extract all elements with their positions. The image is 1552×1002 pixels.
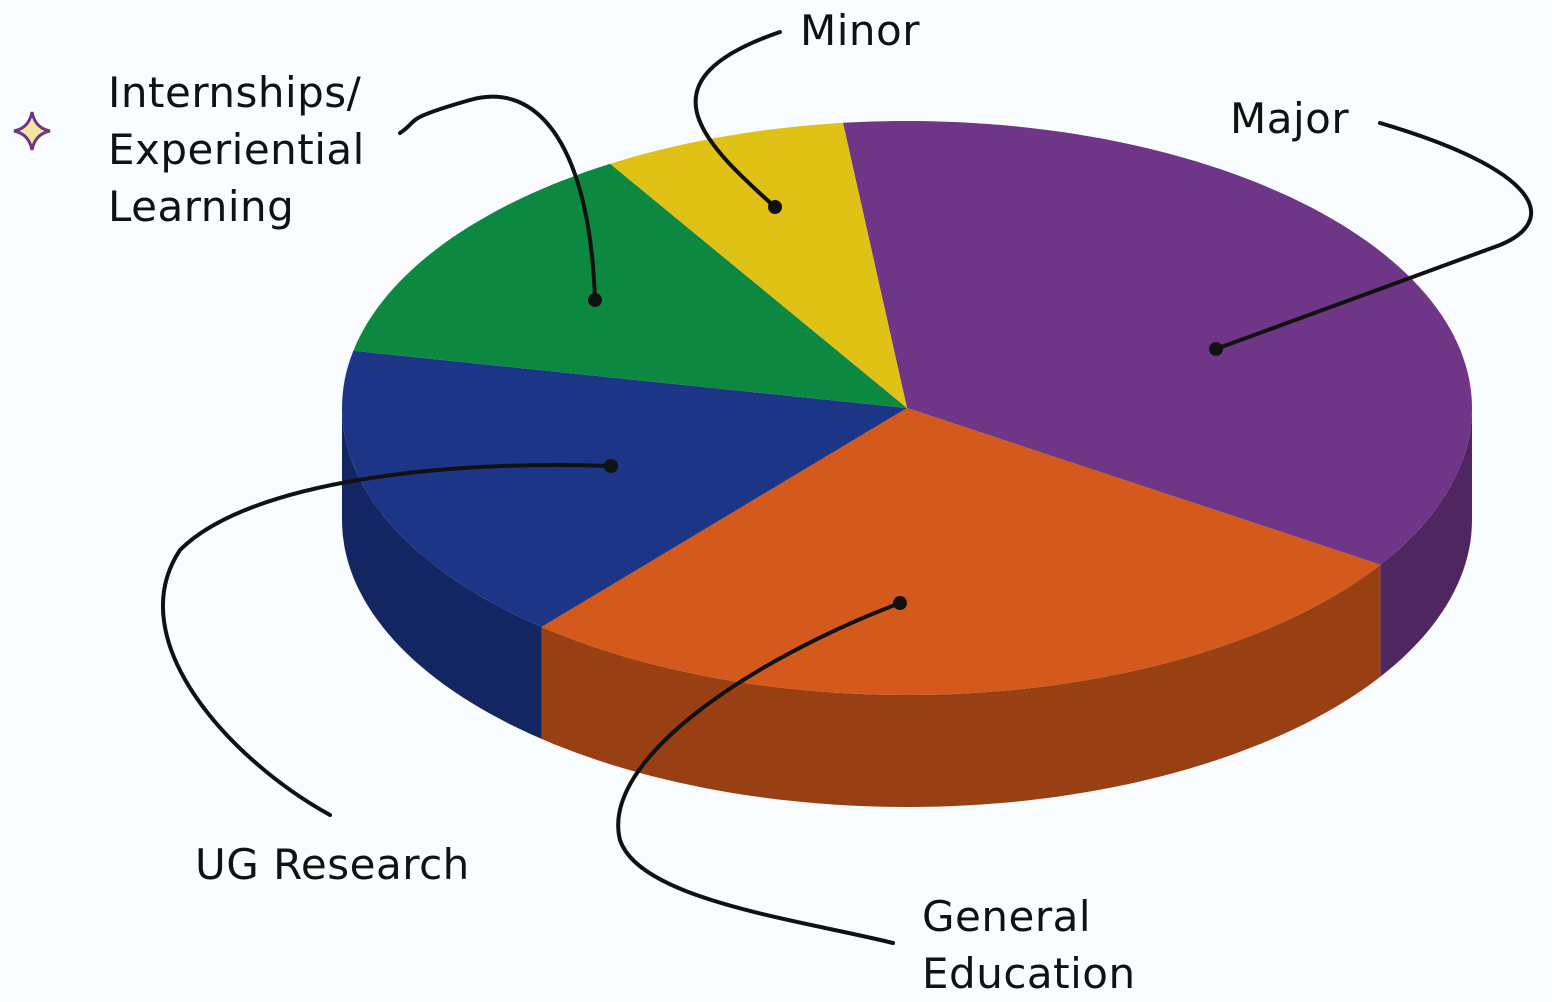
slice-label: UG Research	[195, 840, 470, 889]
slice	[610, 122, 907, 409]
star-icon	[13, 111, 51, 151]
leader-dot	[1209, 342, 1223, 356]
leader-dots	[588, 200, 1223, 610]
leader-lines	[160, 30, 1533, 945]
leader-line	[160, 463, 613, 817]
leader-dot	[604, 459, 618, 473]
slice-label: Internships/ Experiential Learning	[108, 68, 365, 231]
slice-side	[1380, 408, 1472, 677]
slice	[541, 408, 1381, 695]
slice-side	[541, 564, 1381, 807]
slice	[342, 350, 907, 627]
leader-line	[693, 30, 782, 209]
leader-dot	[893, 596, 907, 610]
pie-sides	[342, 408, 1472, 807]
leader-line	[616, 601, 902, 945]
slice	[843, 121, 1472, 565]
slice	[353, 163, 907, 408]
leader-dot	[768, 200, 782, 214]
leader-line	[1214, 121, 1533, 351]
slice-label: General Education	[922, 892, 1136, 998]
slice-label: Minor	[800, 6, 920, 55]
slice-side	[342, 408, 542, 739]
leader-dot	[588, 293, 602, 307]
slice-label: Major	[1230, 94, 1350, 143]
pie-tops	[342, 121, 1472, 695]
leader-line	[398, 94, 597, 302]
